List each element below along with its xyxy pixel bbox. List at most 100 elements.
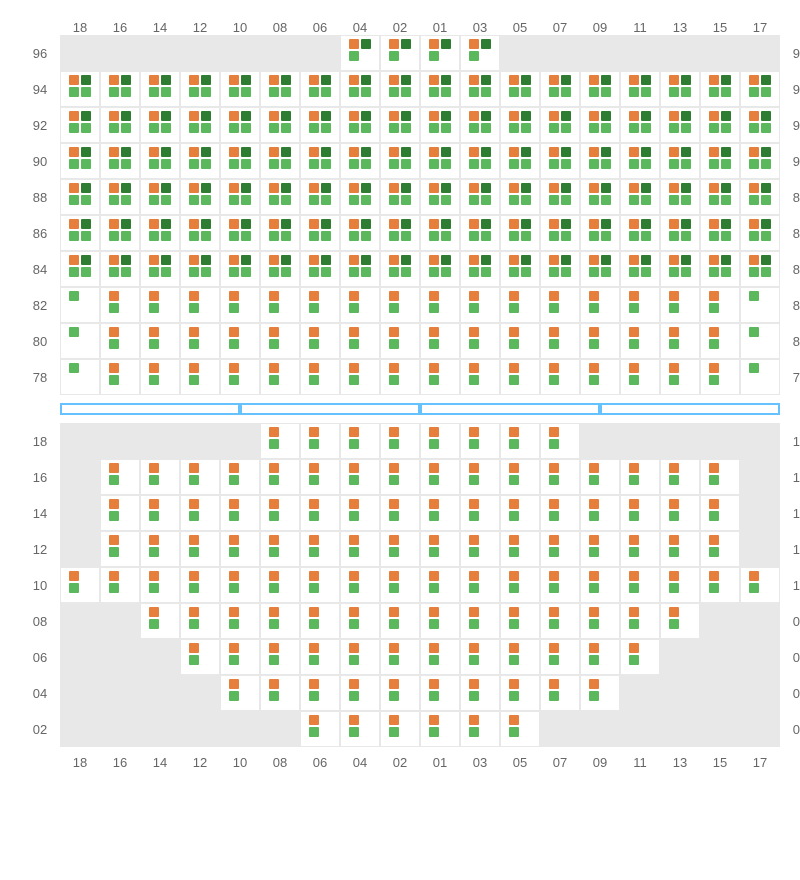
seat[interactable]: [641, 111, 651, 121]
seat[interactable]: [361, 147, 371, 157]
seat[interactable]: [429, 183, 439, 193]
seat[interactable]: [709, 463, 719, 473]
seat[interactable]: [629, 463, 639, 473]
seat[interactable]: [429, 643, 439, 653]
seat[interactable]: [549, 231, 559, 241]
seat[interactable]: [109, 255, 119, 265]
seat[interactable]: [269, 327, 279, 337]
seat[interactable]: [629, 267, 639, 277]
seat[interactable]: [709, 339, 719, 349]
seat-group[interactable]: [549, 147, 571, 169]
seat[interactable]: [589, 255, 599, 265]
seat[interactable]: [481, 159, 491, 169]
seat[interactable]: [309, 655, 319, 665]
seat-group[interactable]: [229, 75, 251, 97]
seat-group[interactable]: [389, 427, 411, 449]
seat[interactable]: [149, 571, 159, 581]
seat[interactable]: [81, 111, 91, 121]
seat[interactable]: [389, 111, 399, 121]
seat[interactable]: [269, 183, 279, 193]
seat-group[interactable]: [509, 499, 531, 521]
seat[interactable]: [269, 219, 279, 229]
seat[interactable]: [429, 547, 439, 557]
seat[interactable]: [589, 607, 599, 617]
seat[interactable]: [709, 75, 719, 85]
seat[interactable]: [549, 655, 559, 665]
seat[interactable]: [549, 511, 559, 521]
seat[interactable]: [189, 327, 199, 337]
seat[interactable]: [749, 267, 759, 277]
seat[interactable]: [669, 475, 679, 485]
seat[interactable]: [309, 439, 319, 449]
seat[interactable]: [361, 159, 371, 169]
seat[interactable]: [629, 123, 639, 133]
seat-group[interactable]: [709, 291, 731, 313]
seat[interactable]: [269, 607, 279, 617]
seat[interactable]: [321, 231, 331, 241]
seat-group[interactable]: [629, 147, 651, 169]
seat[interactable]: [429, 571, 439, 581]
seat-group[interactable]: [669, 147, 691, 169]
seat-group[interactable]: [389, 111, 411, 133]
seat[interactable]: [269, 267, 279, 277]
seat[interactable]: [641, 255, 651, 265]
seat[interactable]: [521, 75, 531, 85]
seat[interactable]: [349, 147, 359, 157]
seat[interactable]: [201, 183, 211, 193]
seat[interactable]: [189, 339, 199, 349]
seat[interactable]: [389, 147, 399, 157]
seat[interactable]: [601, 147, 611, 157]
seat-group[interactable]: [389, 147, 411, 169]
seat[interactable]: [321, 183, 331, 193]
seat[interactable]: [549, 619, 559, 629]
seat[interactable]: [189, 463, 199, 473]
seat[interactable]: [761, 183, 771, 193]
seat-group[interactable]: [269, 363, 291, 385]
seat[interactable]: [349, 643, 359, 653]
seat[interactable]: [69, 571, 79, 581]
seat-group[interactable]: [309, 183, 331, 205]
seat[interactable]: [481, 219, 491, 229]
seat-group[interactable]: [629, 183, 651, 205]
seat[interactable]: [389, 195, 399, 205]
seat[interactable]: [509, 255, 519, 265]
seat-group[interactable]: [189, 75, 211, 97]
seat-group[interactable]: [349, 291, 371, 313]
seat[interactable]: [149, 159, 159, 169]
seat[interactable]: [641, 267, 651, 277]
seat[interactable]: [189, 147, 199, 157]
seat[interactable]: [201, 255, 211, 265]
seat[interactable]: [121, 159, 131, 169]
seat-group[interactable]: [549, 679, 571, 701]
seat[interactable]: [601, 231, 611, 241]
seat[interactable]: [161, 147, 171, 157]
seat[interactable]: [429, 219, 439, 229]
seat[interactable]: [229, 231, 239, 241]
seat[interactable]: [681, 159, 691, 169]
seat-group[interactable]: [589, 255, 611, 277]
seat[interactable]: [429, 75, 439, 85]
seat[interactable]: [269, 231, 279, 241]
seat-group[interactable]: [309, 427, 331, 449]
seat[interactable]: [601, 159, 611, 169]
seat[interactable]: [509, 123, 519, 133]
seat[interactable]: [309, 291, 319, 301]
seat-group[interactable]: [189, 643, 211, 665]
seat-group[interactable]: [149, 607, 171, 629]
seat[interactable]: [429, 231, 439, 241]
seat[interactable]: [709, 111, 719, 121]
seat[interactable]: [281, 195, 291, 205]
seat-group[interactable]: [549, 607, 571, 629]
seat-group[interactable]: [749, 571, 771, 593]
seat-group[interactable]: [349, 147, 371, 169]
seat-group[interactable]: [309, 535, 331, 557]
seat[interactable]: [389, 691, 399, 701]
seat[interactable]: [201, 87, 211, 97]
seat[interactable]: [469, 327, 479, 337]
seat[interactable]: [109, 231, 119, 241]
seat[interactable]: [629, 75, 639, 85]
seat[interactable]: [201, 111, 211, 121]
seat[interactable]: [641, 195, 651, 205]
seat-group[interactable]: [469, 715, 491, 737]
seat-group[interactable]: [509, 607, 531, 629]
